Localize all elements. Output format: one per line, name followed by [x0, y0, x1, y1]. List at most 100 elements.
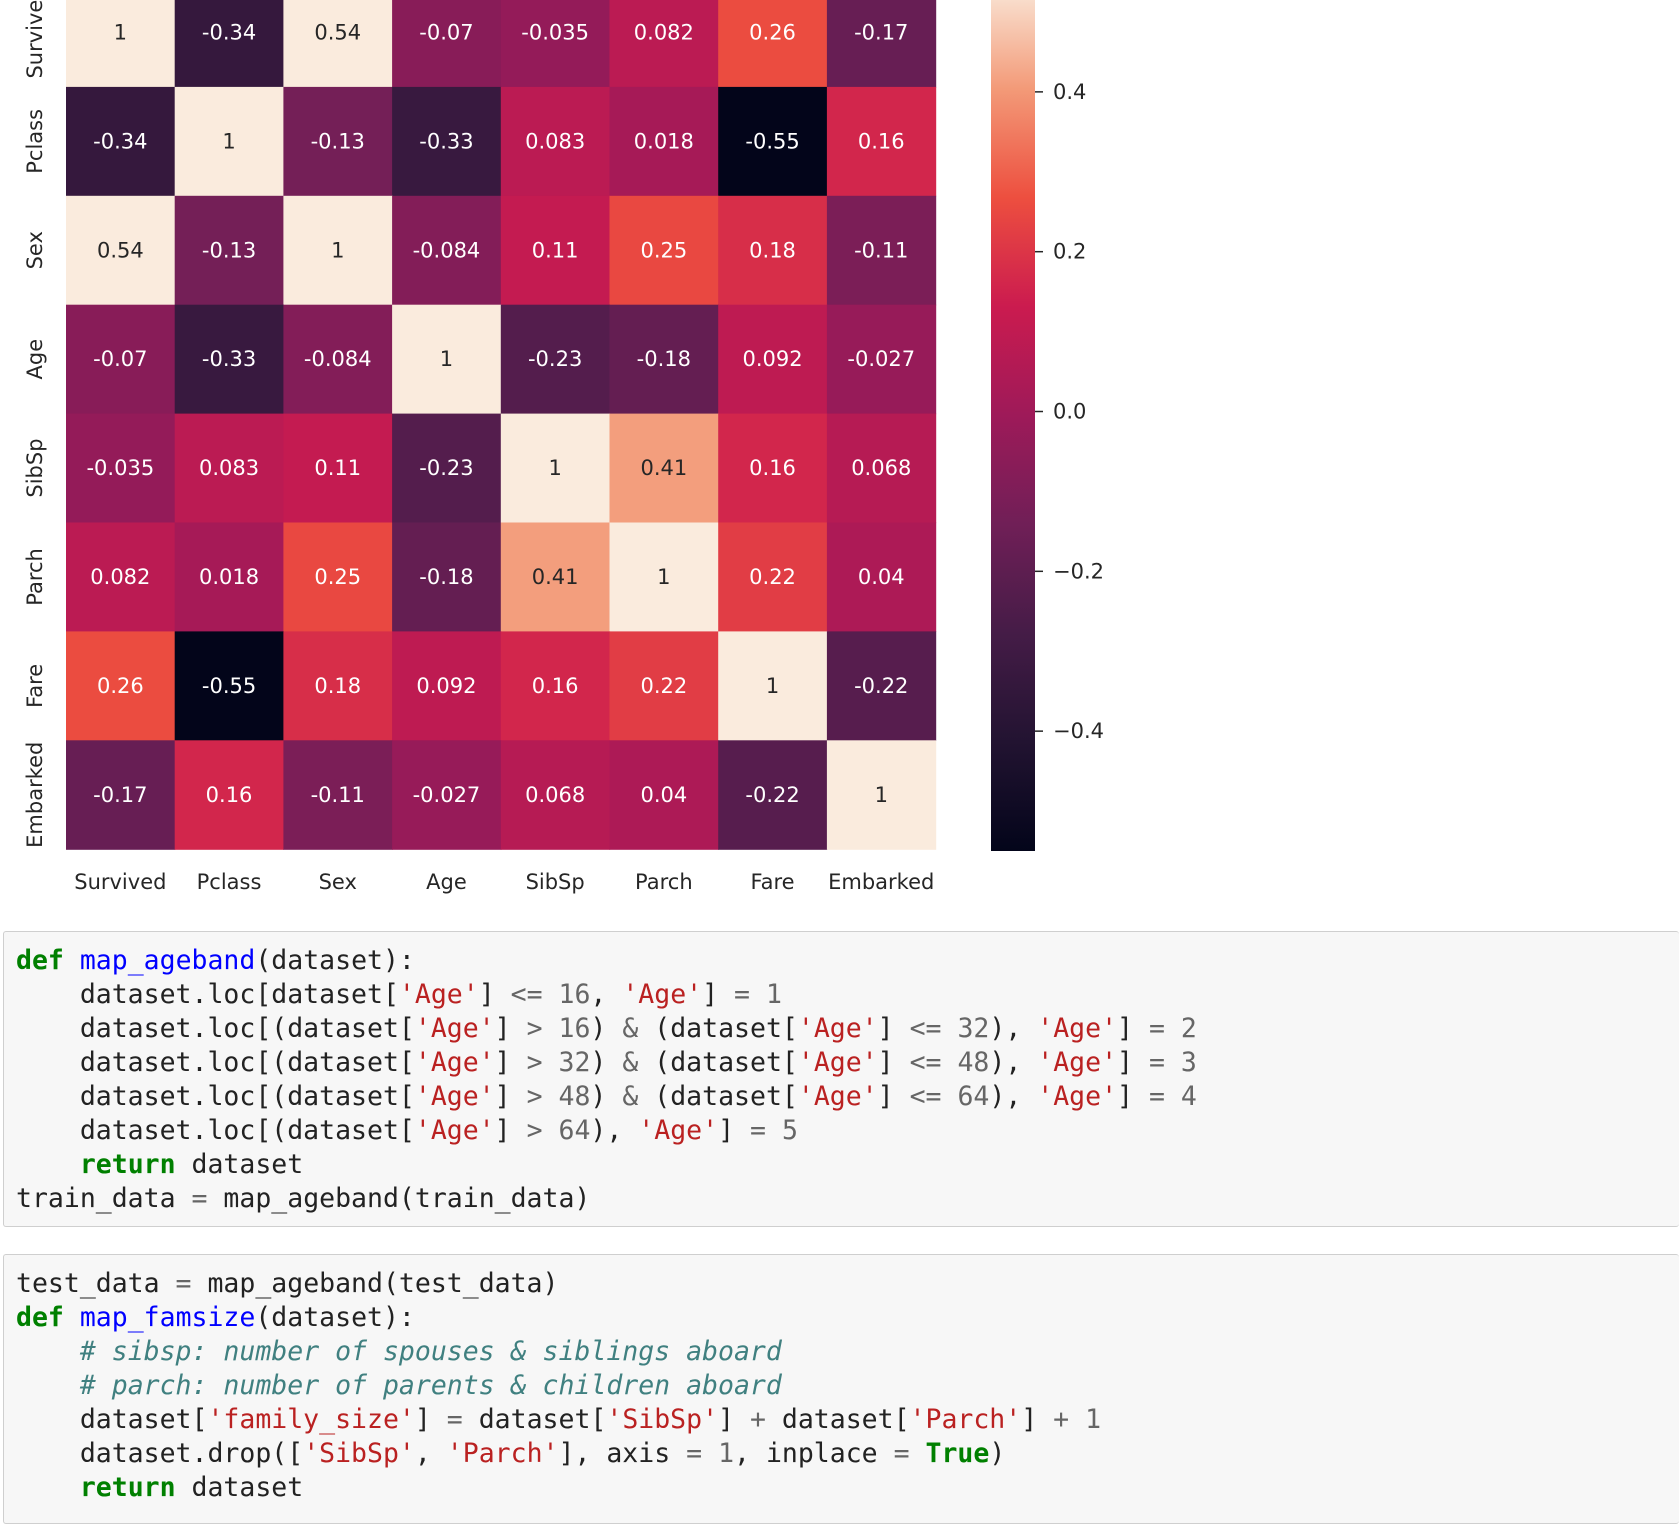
x-axis-tick-labels: Survived Pclass Sex Age SibSp Parch Fare Embark… — [74, 870, 934, 894]
heatmap-cell-sex-sibsp — [500, 195, 611, 306]
code-token: (dataset): — [255, 945, 415, 976]
heatmap-cell-pclass-age — [392, 86, 502, 197]
heatmap-cell-embarked-embarked — [826, 740, 937, 850]
code-token: ), — [989, 1047, 1038, 1078]
heatmap-cell-survived-survived — [66, 0, 176, 88]
heatmap-cell-label: 0.22 — [749, 565, 796, 589]
heatmap-cell-label: 0.16 — [206, 783, 253, 807]
code-token: = — [750, 1115, 766, 1146]
code-token: & — [622, 1047, 639, 1078]
code-token — [1069, 1404, 1085, 1435]
code-token: ] — [494, 1013, 527, 1044]
heatmap-cell-pclass-sibsp — [500, 86, 611, 197]
code-token: map_famsize — [79, 1302, 256, 1333]
code-token: <= — [909, 1013, 942, 1044]
heatmap-cell-survived-sex — [283, 0, 393, 88]
code-token: ), — [989, 1081, 1038, 1112]
heatmap-cell-fare-survived — [66, 631, 176, 741]
heatmap-cell-sex-survived — [66, 195, 176, 306]
code-token: dataset.loc[(dataset[ — [16, 1081, 415, 1112]
code-line: def map_ageband(dataset): — [16, 944, 1679, 978]
code-token: & — [622, 1013, 639, 1044]
code-token: = — [1148, 1081, 1165, 1112]
x-tick-label-pclass: Pclass — [197, 870, 262, 894]
heatmap-cell-label: -0.11 — [854, 238, 908, 262]
heatmap-cell-sex-parch — [609, 195, 719, 306]
code-token: 32 — [558, 1047, 591, 1078]
code-token — [941, 1081, 957, 1112]
heatmap-cell-label: 0.11 — [532, 238, 579, 262]
colorbar-tick-label: −0.4 — [1053, 719, 1104, 743]
code-token: 16 — [558, 979, 591, 1010]
code-token: 1 — [1085, 1404, 1102, 1435]
code-editor[interactable]: def map_ageband(dataset): dataset.loc[da… — [4, 932, 1679, 1216]
heatmap-cell-label: 0.16 — [749, 456, 796, 480]
code-line: # parch: number of parents & children ab… — [16, 1369, 1679, 1403]
heatmap-cell-sex-pclass — [174, 195, 284, 306]
x-tick-label-sex: Sex — [319, 870, 357, 894]
code-token: ) — [590, 1013, 623, 1044]
heatmap-cell-sex-sex — [283, 195, 393, 306]
heatmap-cell-label: -0.34 — [202, 20, 256, 44]
code-token: map_ageband(test_data) — [191, 1268, 559, 1299]
heatmap-cell-parch-sex — [283, 522, 393, 632]
code-editor[interactable]: test_data = map_ageband(test_data) def ma… — [4, 1255, 1679, 1505]
heatmap-cell-parch-sibsp — [500, 522, 611, 632]
heatmap-cell-survived-sibsp — [500, 0, 611, 88]
code-cell-map-famsize[interactable]: test_data = map_ageband(test_data) def ma… — [3, 1254, 1679, 1524]
heatmap-cells: 1 -0.34 0.54 -0.07 -0.035 0.082 0.26 -0.17 -0.34… — [66, 0, 937, 850]
heatmap-cell-survived-age — [392, 0, 502, 88]
heatmap-cell-label: -0.17 — [93, 783, 147, 807]
heatmap-cell-label: 1 — [440, 347, 453, 371]
code-token: ] — [1117, 1047, 1149, 1078]
colorbar-gradient — [991, 0, 1035, 851]
heatmap-cell-sibsp-embarked — [826, 413, 937, 524]
heatmap-output: 1 -0.34 0.54 -0.07 -0.035 0.082 0.26 -0.17 -0.34… — [23, 0, 1104, 894]
code-token — [16, 1472, 80, 1503]
code-cell-map-ageband[interactable]: def map_ageband(dataset): dataset.loc[da… — [3, 931, 1679, 1227]
code-token — [543, 1013, 559, 1044]
code-token: ] — [494, 1081, 527, 1112]
code-token: (dataset[ — [638, 1081, 798, 1112]
code-line: dataset.loc[(dataset['Age'] > 48) & (dat… — [16, 1080, 1679, 1114]
y-tick-label-age: Age — [23, 339, 47, 380]
code-token — [766, 1115, 782, 1146]
code-token: ] — [1117, 1081, 1149, 1112]
code-token: ] — [877, 1047, 910, 1078]
heatmap-cell-parch-fare — [718, 522, 828, 632]
code-token: 2 — [1180, 1013, 1197, 1044]
heatmap-cell-label: 1 — [766, 674, 779, 698]
code-token: ), — [590, 1115, 639, 1146]
y-axis-tick-labels: Survived Pclass Sex Age SibSp Parch Fare Embark… — [23, 0, 47, 848]
heatmap-cell-label: 0.082 — [634, 20, 694, 44]
heatmap-cell-label: 0.04 — [858, 565, 905, 589]
x-tick-label-parch: Parch — [635, 870, 693, 894]
heatmap-cell-pclass-pclass — [174, 86, 284, 197]
heatmap-cell-label: -0.22 — [854, 674, 908, 698]
code-token: ), — [989, 1013, 1038, 1044]
heatmap-cell-embarked-parch — [609, 740, 719, 850]
code-token: = — [1148, 1013, 1165, 1044]
heatmap-cell-label: -0.22 — [745, 783, 799, 807]
heatmap-cell-fare-sex — [283, 631, 393, 741]
code-token: > — [526, 1013, 543, 1044]
code-token: > — [526, 1115, 543, 1146]
heatmap-cell-age-pclass — [174, 304, 284, 415]
y-tick-label-sex: Sex — [23, 231, 47, 269]
code-token: 'Age' — [622, 979, 703, 1010]
code-token: 48 — [957, 1047, 990, 1078]
heatmap-cell-label: 1 — [222, 129, 235, 153]
heatmap-cell-label: 1 — [875, 783, 888, 807]
heatmap-cell-fare-embarked — [826, 631, 937, 741]
code-token — [1165, 1081, 1181, 1112]
code-token: ] — [494, 1047, 527, 1078]
code-token — [1165, 1013, 1181, 1044]
heatmap-cell-label: 0.082 — [90, 565, 150, 589]
code-token: 'Age' — [414, 1013, 495, 1044]
code-token: ) — [590, 1081, 623, 1112]
code-token: dataset — [175, 1149, 304, 1180]
code-line: test_data = map_ageband(test_data) — [16, 1267, 1679, 1301]
code-token: 'Age' — [797, 1047, 878, 1078]
heatmap-cell-survived-fare — [718, 0, 828, 88]
heatmap-cell-label: 1 — [548, 456, 561, 480]
